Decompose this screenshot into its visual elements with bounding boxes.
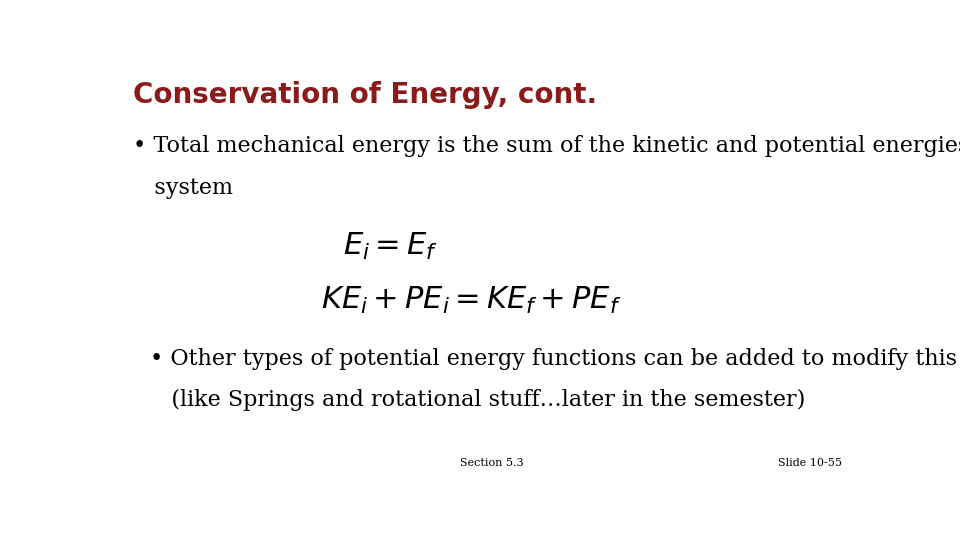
Text: • Total mechanical energy is the sum of the kinetic and potential energies in th: • Total mechanical energy is the sum of …	[133, 136, 960, 158]
Text: (like Springs and rotational stuff…later in the semester): (like Springs and rotational stuff…later…	[150, 389, 805, 411]
Text: system: system	[133, 177, 233, 199]
Text: Slide 10-55: Slide 10-55	[778, 458, 842, 468]
Text: $KE_i + PE_i = KE_f + PE_f$: $KE_i + PE_i = KE_f + PE_f$	[321, 285, 621, 316]
Text: Conservation of Energy, cont.: Conservation of Energy, cont.	[133, 82, 597, 110]
Text: Section 5.3: Section 5.3	[460, 458, 524, 468]
Text: $E_i = E_f$: $E_i = E_f$	[344, 231, 438, 262]
Text: • Other types of potential energy functions can be added to modify this equation: • Other types of potential energy functi…	[150, 348, 960, 369]
